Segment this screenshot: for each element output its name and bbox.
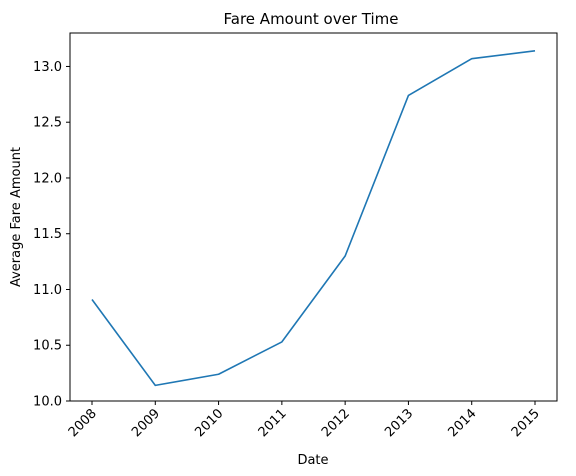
y-tick-label: 11.5 (33, 227, 62, 242)
y-tick-label: 10.5 (33, 339, 62, 354)
series-line (91, 50, 536, 387)
y-axis: 10.0 10.5 11.0 11.5 12.0 12.5 13.0 (33, 60, 70, 410)
y-tick-label: 12.5 (33, 116, 62, 131)
x-tick-label: 2009 (129, 406, 163, 440)
y-axis-label: Average Fare Amount (9, 147, 24, 287)
y-tick-label: 12.0 (33, 171, 62, 186)
x-axis-label: Date (297, 453, 328, 468)
y-tick-label: 10.0 (33, 395, 62, 410)
chart-title: Fare Amount over Time (224, 10, 399, 28)
x-tick-label: 2008 (66, 406, 100, 440)
plot-frame (69, 32, 558, 402)
x-tick-label: 2010 (192, 406, 226, 440)
x-tick-label: 2014 (446, 406, 480, 440)
x-axis: 2008 2009 2010 2011 2012 2013 2014 2015 (66, 401, 543, 440)
y-tick-label: 13.0 (33, 60, 62, 75)
y-tick-label: 11.0 (33, 283, 62, 298)
x-tick-label: 2013 (382, 406, 416, 440)
series-layer (91, 50, 536, 387)
x-tick-label: 2012 (319, 406, 353, 440)
x-tick-label: 2015 (509, 406, 543, 440)
x-tick-label: 2011 (256, 406, 290, 440)
